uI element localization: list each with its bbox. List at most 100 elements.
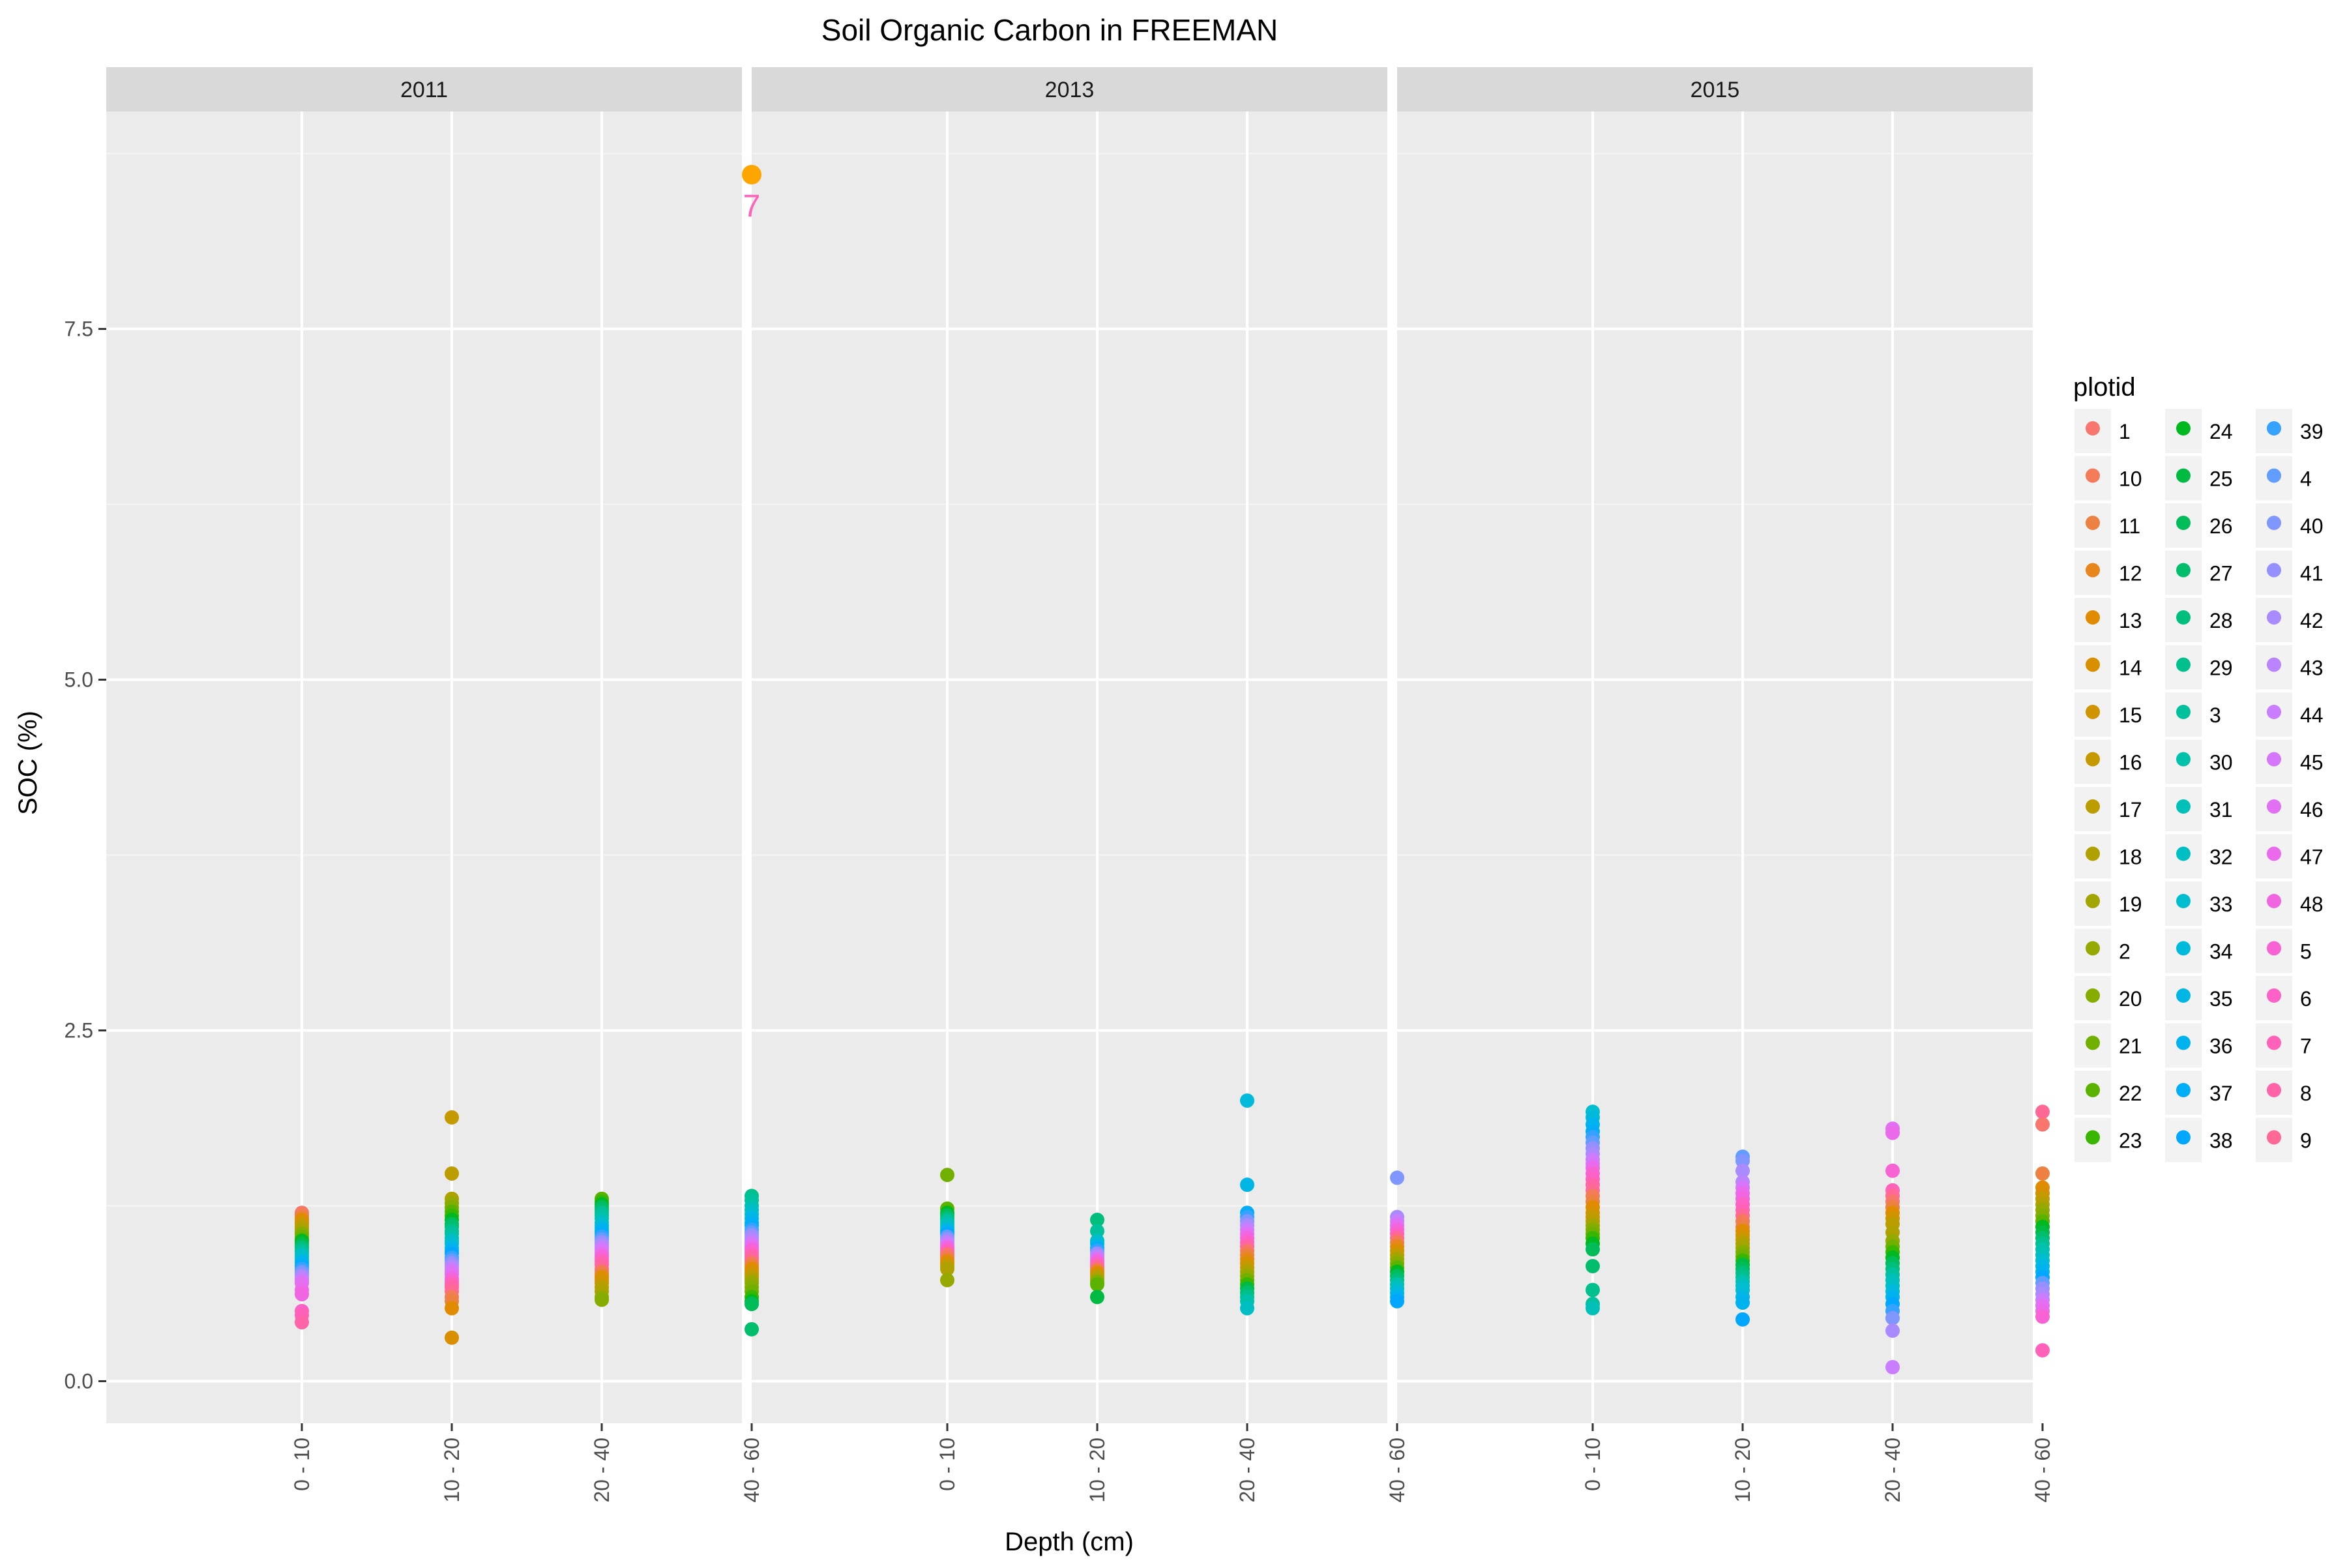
- data-point: [2035, 1117, 2050, 1132]
- legend-label: 7: [2300, 1035, 2312, 1058]
- legend-point: [2086, 468, 2100, 483]
- legend-label: 29: [2209, 657, 2233, 680]
- legend-point: [2086, 705, 2100, 719]
- legend-entry-41: 41: [2256, 550, 2324, 595]
- legend-point: [2267, 516, 2281, 530]
- legend-point: [2176, 799, 2191, 814]
- data-point: [2035, 1104, 2050, 1119]
- legend-entry-2: 2: [2074, 928, 2131, 973]
- legend-label: 4: [2300, 467, 2312, 491]
- legend-point: [2176, 516, 2191, 530]
- legend-entry-12: 12: [2074, 550, 2142, 595]
- legend-entry-8: 8: [2256, 1071, 2312, 1115]
- data-point: [1240, 1177, 1254, 1192]
- legend-point: [2176, 610, 2191, 625]
- point-group: [1390, 1170, 1404, 1309]
- legend-entry-27: 27: [2165, 550, 2233, 595]
- legend-point: [2176, 1035, 2191, 1050]
- legend-point: [2267, 563, 2281, 578]
- legend-label: 6: [2300, 987, 2312, 1011]
- legend-entry-29: 29: [2165, 645, 2233, 690]
- legend-point: [2086, 1083, 2100, 1097]
- legend-point: [2176, 563, 2191, 578]
- legend-label: 40: [2300, 514, 2324, 538]
- legend-label: 37: [2209, 1082, 2233, 1105]
- data-point: [2035, 1343, 2050, 1358]
- y-tick-label: 0.0: [65, 1369, 93, 1393]
- legend-label: 17: [2119, 798, 2142, 821]
- legend-point: [2267, 988, 2281, 1003]
- y-tick-label: 5.0: [65, 668, 93, 692]
- legend-entry-7: 7: [2256, 1023, 2312, 1068]
- point-group: [1090, 1212, 1104, 1305]
- x-tick-label: 10 - 20: [1731, 1438, 1754, 1503]
- legend-label: 35: [2209, 987, 2233, 1011]
- x-tick-label: 20 - 40: [1235, 1438, 1259, 1503]
- data-point: [1090, 1212, 1104, 1227]
- legend-point: [2267, 846, 2281, 861]
- legend-point: [2086, 894, 2100, 908]
- legend-point: [2086, 421, 2100, 436]
- legend-entry-11: 11: [2074, 503, 2140, 548]
- legend-label: 10: [2119, 467, 2142, 491]
- legend-entry-19: 19: [2074, 881, 2142, 926]
- legend-point: [2267, 705, 2281, 719]
- legend-label: 22: [2119, 1082, 2142, 1105]
- y-axis-label: SOC (%): [14, 711, 42, 815]
- legend-label: 3: [2209, 703, 2221, 727]
- legend-entry-35: 35: [2165, 976, 2233, 1020]
- data-point: [1090, 1290, 1104, 1305]
- legend-label: 2: [2119, 940, 2131, 964]
- data-point: [1586, 1242, 1600, 1257]
- facet-strip-label: 2013: [1045, 78, 1095, 102]
- legend-label: 25: [2209, 467, 2233, 491]
- data-point: [2035, 1309, 2050, 1324]
- facet-panel-2011: 2011 0 - 10 10 - 20 20 - 40 40 - 60: [106, 67, 763, 1503]
- legend-point: [2176, 846, 2191, 861]
- legend-entries: 1 10 11 12 13 14 15 16 17 18 19 2 20 21 22 23 24 25 26 27 28…: [2074, 409, 2324, 1162]
- data-point: [940, 1168, 954, 1183]
- data-point: [445, 1166, 459, 1181]
- legend: plotid 1 10 11 12 13 14 15 16 17 18 19 2 20 21 22 23 24 2…: [2073, 373, 2324, 1162]
- legend-entry-47: 47: [2256, 834, 2324, 879]
- legend-point: [2086, 610, 2100, 625]
- legend-label: 45: [2300, 751, 2324, 775]
- data-point: [1586, 1258, 1600, 1273]
- legend-entry-38: 38: [2165, 1117, 2233, 1162]
- point-group: [445, 1110, 459, 1345]
- legend-point: [2176, 752, 2191, 767]
- legend-entry-24: 24: [2165, 409, 2233, 453]
- legend-entry-10: 10: [2074, 456, 2142, 501]
- data-point: [940, 1273, 954, 1288]
- legend-entry-5: 5: [2256, 928, 2312, 973]
- data-point: [1390, 1170, 1404, 1185]
- data-point: [1090, 1277, 1104, 1292]
- legend-point: [2086, 988, 2100, 1003]
- legend-point: [2267, 799, 2281, 814]
- x-tick-label: 0 - 10: [1581, 1438, 1604, 1491]
- legend-label: 33: [2209, 893, 2233, 916]
- legend-entry-48: 48: [2256, 881, 2324, 926]
- legend-label: 13: [2119, 609, 2142, 632]
- legend-entry-44: 44: [2256, 692, 2324, 737]
- legend-label: 16: [2119, 751, 2142, 775]
- point-group: [595, 1191, 609, 1307]
- data-point: [1885, 1310, 1900, 1325]
- point-group: [1586, 1104, 1600, 1316]
- legend-label: 39: [2300, 420, 2324, 443]
- data-point: [1240, 1301, 1254, 1316]
- legend-label: 43: [2300, 657, 2324, 680]
- legend-entry-30: 30: [2165, 739, 2233, 784]
- legend-point: [2086, 941, 2100, 956]
- legend-label: 15: [2119, 703, 2142, 727]
- legend-entry-26: 26: [2165, 503, 2233, 548]
- chart-title: Soil Organic Carbon in FREEMAN: [821, 13, 1278, 47]
- legend-label: 19: [2119, 893, 2142, 916]
- legend-point: [2267, 1130, 2281, 1145]
- legend-entry-16: 16: [2074, 739, 2142, 784]
- legend-entry-28: 28: [2165, 598, 2233, 642]
- outlier-label: 7: [743, 189, 761, 224]
- legend-label: 32: [2209, 846, 2233, 869]
